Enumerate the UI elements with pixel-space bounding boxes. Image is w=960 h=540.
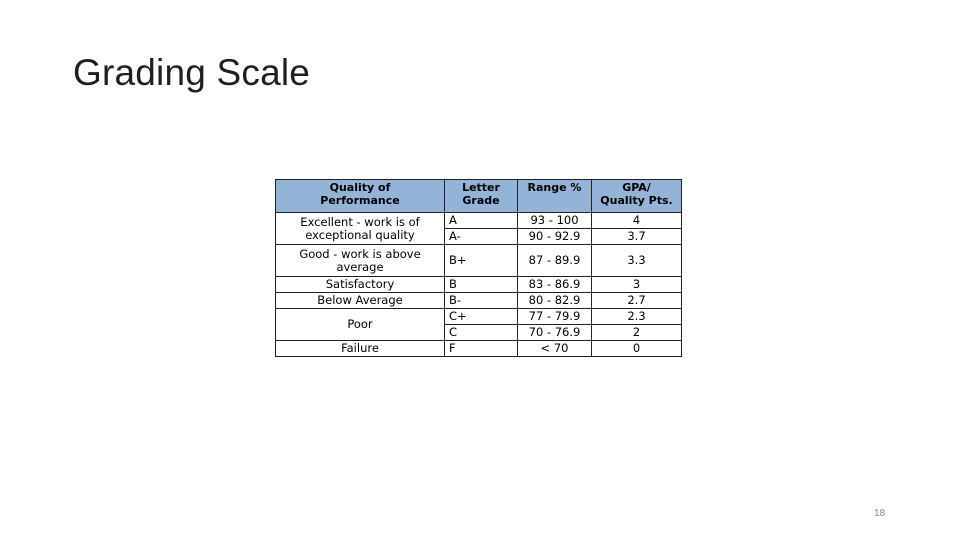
- table-row: Excellent - work is of exceptional quali…: [275, 212, 682, 245]
- range-cell: 93 - 100: [517, 212, 592, 229]
- header-quality-line1: Quality of: [329, 181, 391, 194]
- grade-cell: A: [444, 212, 518, 229]
- quality-cell: Excellent - work is of exceptional quali…: [275, 212, 445, 245]
- table-row: Good - work is above average B+ 87 - 89.…: [275, 244, 682, 277]
- quality-cell: Failure: [275, 340, 445, 357]
- grade-cell: A-: [444, 228, 518, 245]
- quality-cell: Satisfactory: [275, 276, 445, 293]
- header-quality-line2: Performance: [320, 194, 400, 207]
- range-cell: 87 - 89.9: [517, 244, 592, 277]
- grade-cell: F: [444, 340, 518, 357]
- range-cell: 80 - 82.9: [517, 292, 592, 309]
- grade-cell: B: [444, 276, 518, 293]
- gpa-cell: 2.7: [591, 292, 682, 309]
- header-range: Range %: [517, 179, 592, 213]
- header-grade-line1: Letter: [462, 181, 500, 194]
- table-row: A- 90 - 92.9 3.7: [276, 228, 682, 245]
- range-cell: 90 - 92.9: [517, 228, 592, 245]
- table-row: Poor C+ 77 - 79.9 2.3: [275, 308, 682, 341]
- table-row: Below Average B- 80 - 82.9 2.7: [275, 292, 682, 309]
- grading-scale-table: Quality of Performance Letter Grade Rang…: [275, 179, 682, 357]
- header-gpa-line2: Quality Pts.: [600, 194, 673, 207]
- header-letter-grade: Letter Grade: [444, 179, 518, 213]
- header-quality: Quality of Performance: [275, 179, 445, 213]
- grade-cell: C+: [444, 308, 518, 325]
- gpa-cell: 2.3: [591, 308, 682, 325]
- quality-cell: Below Average: [275, 292, 445, 309]
- quality-line: Excellent - work is of: [300, 214, 420, 229]
- quality-cell: Poor: [275, 308, 445, 341]
- grade-cell: C: [444, 324, 518, 341]
- header-range-label: Range %: [527, 181, 582, 194]
- grade-cell: B-: [444, 292, 518, 309]
- gpa-cell: 2: [591, 324, 682, 341]
- header-grade-line2: Grade: [462, 194, 500, 207]
- range-cell: 70 - 76.9: [517, 324, 592, 341]
- quality-cell: Good - work is above average: [275, 244, 445, 277]
- gpa-cell: 4: [591, 212, 682, 229]
- gpa-cell: 3.3: [591, 244, 682, 277]
- gpa-cell: 3: [591, 276, 682, 293]
- gpa-cell: 3.7: [591, 228, 682, 245]
- header-gpa: GPA/ Quality Pts.: [591, 179, 682, 213]
- range-cell: < 70: [517, 340, 592, 357]
- table-row: Failure F < 70 0: [275, 340, 682, 357]
- grade-cell: B+: [444, 244, 518, 277]
- quality-line: average: [336, 259, 384, 274]
- range-cell: 77 - 79.9: [517, 308, 592, 325]
- table-row: Satisfactory B 83 - 86.9 3: [275, 276, 682, 293]
- header-gpa-line1: GPA/: [622, 181, 651, 194]
- quality-line: Good - work is above: [299, 246, 421, 261]
- gpa-cell: 0: [591, 340, 682, 357]
- slide-number: 18: [874, 508, 886, 519]
- range-cell: 83 - 86.9: [517, 276, 592, 293]
- quality-line: exceptional quality: [305, 227, 415, 242]
- page-title: Grading Scale: [73, 52, 311, 93]
- table-header-row: Quality of Performance Letter Grade Rang…: [275, 179, 682, 213]
